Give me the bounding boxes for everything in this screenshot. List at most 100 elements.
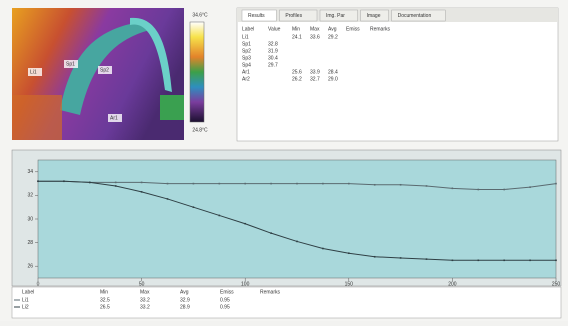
profile-point [89, 182, 91, 184]
spot-label: Sp1 [66, 61, 75, 67]
y-tick-label: 30 [27, 216, 33, 222]
profile-point [193, 206, 195, 208]
profile-point [374, 256, 376, 258]
color-scale [190, 22, 204, 122]
profile-point [503, 189, 505, 191]
profile-point [400, 257, 402, 259]
scale-max: 34.6°C [192, 12, 208, 18]
column-header: Min [292, 26, 300, 32]
column-header: Min [100, 289, 108, 295]
x-tick-label: 50 [139, 281, 145, 287]
cell: Li1 [22, 297, 29, 303]
cell: Sp3 [242, 55, 251, 61]
column-header: Value [268, 26, 281, 32]
profile-point [400, 184, 402, 186]
cell: 25.6 [292, 69, 302, 75]
y-tick-label: 28 [27, 240, 33, 246]
profile-point [322, 248, 324, 250]
y-tick-label: 26 [27, 264, 33, 270]
profile-point [219, 183, 221, 185]
column-header: Max [310, 26, 320, 32]
profile-point [374, 184, 376, 186]
cell: 33.2 [140, 304, 150, 310]
profile-point [555, 260, 557, 262]
profile-point [141, 191, 143, 193]
profile-point [348, 183, 350, 185]
column-header: Remarks [370, 26, 391, 32]
profile-point [555, 183, 557, 185]
spot-label: Li1 [30, 69, 37, 75]
scale-min: 24.8°C [192, 127, 208, 133]
cell: 32.7 [310, 76, 320, 82]
profile-point [219, 215, 221, 217]
profile-point [115, 185, 117, 187]
profile-point [426, 185, 428, 187]
cell: 31.9 [268, 48, 278, 54]
profile-point [296, 241, 298, 243]
profile-point [270, 183, 272, 185]
profile-point [141, 182, 143, 184]
cool-area [160, 95, 184, 120]
tab-label[interactable]: Documentation [398, 13, 432, 19]
spot-label: Sp2 [100, 67, 109, 73]
cell: 30.4 [268, 55, 278, 61]
profile-point [270, 232, 272, 234]
column-header: Remarks [260, 289, 281, 295]
cell: Ar1 [242, 69, 250, 75]
x-tick-label: 150 [345, 281, 354, 287]
cell: Sp4 [242, 62, 251, 68]
cell: Sp2 [242, 48, 251, 54]
column-header: Emiss [220, 289, 234, 295]
profile-point [296, 183, 298, 185]
x-tick-label: 100 [241, 281, 250, 287]
tab-label[interactable]: Img. Par [326, 13, 345, 19]
profile-point [426, 258, 428, 260]
spot-label: Ar1 [110, 115, 118, 121]
cell: 26.5 [100, 304, 110, 310]
profile-point [478, 260, 480, 262]
x-tick-label: 250 [552, 281, 561, 287]
column-header: Label [242, 26, 254, 32]
tab-label[interactable]: Profiles [285, 13, 302, 19]
cell: 33.2 [140, 297, 150, 303]
column-header: Avg [180, 289, 189, 295]
cell: 28.4 [328, 69, 338, 75]
profile-point [244, 183, 246, 185]
profile-point [193, 183, 195, 185]
x-tick-label: 200 [448, 281, 457, 287]
profile-point [167, 198, 169, 200]
profile-point [529, 260, 531, 262]
cell: 29.7 [268, 62, 278, 68]
cell: 29.2 [328, 34, 338, 40]
cell: Sp1 [242, 41, 251, 47]
app-window: 34.6°C 24.8°C Li1Sp1Sp2Ar1 ResultsProfil… [0, 0, 568, 321]
cell: 26.2 [292, 76, 302, 82]
cell: Ar2 [242, 76, 250, 82]
tab-label[interactable]: Results [248, 13, 265, 19]
column-header: Emiss [346, 26, 360, 32]
column-header: Label [22, 289, 34, 295]
profile-point [478, 189, 480, 191]
cell: 33.6 [310, 34, 320, 40]
cell: 33.9 [310, 69, 320, 75]
cell: 0.95 [220, 297, 230, 303]
warm-area [12, 95, 62, 140]
column-header: Avg [328, 26, 337, 32]
cell: 32.9 [180, 297, 190, 303]
profile-point [322, 183, 324, 185]
cell: Li1 [242, 34, 249, 40]
profile-point [63, 180, 65, 182]
tab-label[interactable]: Image [367, 13, 381, 19]
profile-point [348, 252, 350, 254]
column-header: Max [140, 289, 150, 295]
profile-point [37, 180, 39, 182]
results-panel [237, 8, 558, 141]
profile-point [167, 183, 169, 185]
cell: 32.5 [100, 297, 110, 303]
profile-point [503, 260, 505, 262]
cell: 0.95 [220, 304, 230, 310]
cell: 28.9 [180, 304, 190, 310]
profile-point [529, 186, 531, 188]
y-tick-label: 32 [27, 193, 33, 199]
profile-point [115, 182, 117, 184]
